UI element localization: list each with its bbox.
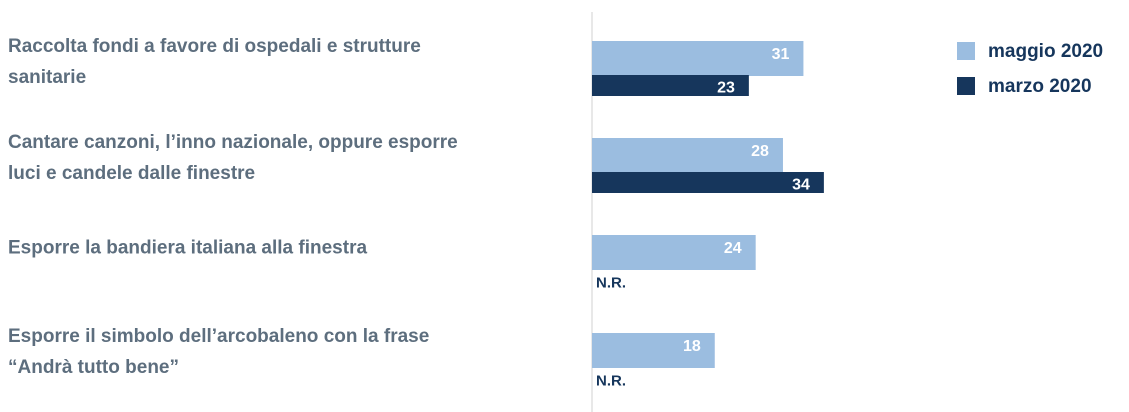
no-response-label: N.R. [596,274,626,291]
value-label: 31 [772,46,790,63]
category-label: Esporre il simbolo dell’arcobaleno con l… [8,326,430,378]
legend-label: maggio 2020 [988,41,1103,62]
legend-swatch [957,77,975,95]
bar [592,235,756,270]
value-label: 23 [717,80,735,97]
category-label: Esporre la bandiera italiana alla finest… [8,237,368,259]
value-label: 28 [751,143,769,160]
legend-label: marzo 2020 [988,76,1092,97]
bar [592,333,715,368]
category-label: Raccolta fondi a favore di ospedali e st… [8,36,421,88]
bar [592,172,824,193]
bar [592,138,783,173]
value-label: 18 [683,338,701,355]
bar [592,41,804,76]
bar [592,75,749,96]
value-label: 24 [724,240,742,257]
category-label: Cantare canzoni, l’inno nazionale, oppur… [8,132,458,184]
no-response-label: N.R. [596,372,626,389]
value-label: 34 [792,177,810,194]
legend-swatch [957,42,975,60]
